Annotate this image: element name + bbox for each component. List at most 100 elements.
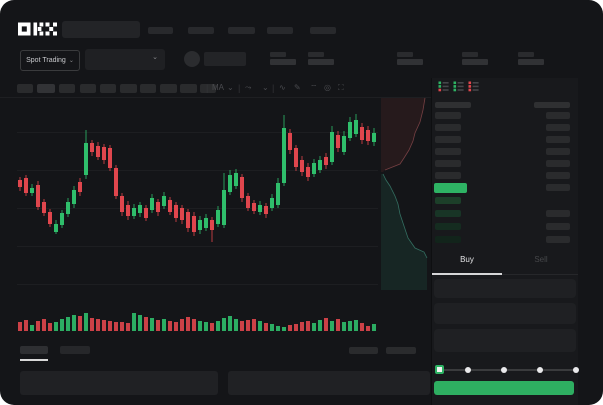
overlay-icon[interactable]: ⤳ <box>245 83 252 92</box>
timeframe-pill-8[interactable] <box>160 84 177 93</box>
stat-value-4 <box>462 59 488 65</box>
tab-underline <box>432 273 502 275</box>
ask-row-amount <box>546 148 570 155</box>
last-price-amount <box>546 184 570 191</box>
timeframe-pill-3[interactable] <box>59 84 75 93</box>
timeframe-pill-1[interactable] <box>17 84 33 93</box>
bid-row-price[interactable] <box>435 210 461 217</box>
bid-row-price[interactable] <box>435 236 461 243</box>
timeframe-pill-2[interactable] <box>37 84 55 93</box>
nav-item-1[interactable] <box>148 27 173 34</box>
market-mode-button[interactable]: Spot Trading ⌄ <box>20 50 80 71</box>
chart-toolbar: | MA ⌄ | ⤳ ⌄ | ∿ ✎ ⌔ ◎ ⛶ <box>0 78 432 98</box>
candlestick-chart[interactable] <box>17 98 379 292</box>
okx-logo[interactable] <box>18 22 58 36</box>
bid-row-price[interactable] <box>435 197 461 204</box>
pair-select[interactable]: ⌄ <box>85 49 165 70</box>
order-panel: Buy Sell <box>432 78 579 405</box>
gridline <box>17 208 378 209</box>
chevron-down-icon: ⌄ <box>68 57 74 64</box>
tab-buy[interactable]: Buy <box>432 246 502 273</box>
stat-value-2 <box>308 59 334 65</box>
gridline <box>17 170 378 171</box>
total-input[interactable] <box>434 329 576 352</box>
nav-item-3[interactable] <box>228 27 255 34</box>
book-view-bids-icon[interactable] <box>453 81 464 92</box>
divider: | <box>238 83 241 93</box>
slider-dot-1[interactable] <box>465 367 471 373</box>
chart-panel <box>0 97 432 405</box>
chevron-down-icon: ⌄ <box>152 54 158 61</box>
chevron-down-icon[interactable]: ⌄ <box>262 83 269 92</box>
line-type-icon[interactable]: ∿ <box>279 83 286 92</box>
history-tab-underline <box>20 359 48 361</box>
amount-input[interactable] <box>434 303 576 324</box>
timeframe-pill-7[interactable] <box>140 84 156 93</box>
nav-item-5[interactable] <box>310 27 336 34</box>
slider-dot-3[interactable] <box>537 367 543 373</box>
slider-handle[interactable] <box>435 365 444 374</box>
timeframe-pill-6[interactable] <box>120 84 137 93</box>
search-input[interactable] <box>62 21 140 38</box>
footer-action-1[interactable] <box>349 347 378 354</box>
slider-dot-2[interactable] <box>501 367 507 373</box>
ask-row-amount <box>546 124 570 131</box>
buy-submit-button[interactable] <box>434 381 574 395</box>
depth-chart[interactable] <box>381 97 431 290</box>
price-input[interactable] <box>434 279 576 298</box>
stat-label-2 <box>308 52 324 57</box>
panel-divider <box>431 78 432 405</box>
ask-row-amount <box>546 160 570 167</box>
amount-slider[interactable] <box>432 361 579 379</box>
bid-row-amount <box>546 223 570 230</box>
stat-label-4 <box>462 52 478 57</box>
timeframe-pill-10[interactable] <box>200 84 216 93</box>
tab-buy-label: Buy <box>460 255 474 264</box>
gridline <box>17 246 378 247</box>
ask-row-price[interactable] <box>435 172 461 179</box>
history-tab-2[interactable] <box>60 346 90 354</box>
ask-row-price[interactable] <box>435 160 461 167</box>
tab-sell[interactable]: Sell <box>504 246 578 273</box>
timeframe-pill-4[interactable] <box>80 84 96 93</box>
last-price-pill[interactable] <box>434 183 467 193</box>
history-tab-1[interactable] <box>20 346 48 354</box>
book-header-left <box>435 102 471 108</box>
footer-action-2[interactable] <box>386 347 416 354</box>
coin-avatar <box>184 51 200 67</box>
timeframe-pill-9[interactable] <box>180 84 197 93</box>
slider-dot-4[interactable] <box>573 367 579 373</box>
ask-row-price[interactable] <box>435 136 461 143</box>
stat-value-1 <box>270 59 296 65</box>
fullscreen-icon[interactable]: ⛶ <box>338 83 344 92</box>
divider: | <box>206 83 209 93</box>
history-card-2 <box>228 371 430 395</box>
book-view-all-icon[interactable] <box>438 81 449 92</box>
stat-value-5 <box>518 59 544 65</box>
tab-sell-label: Sell <box>534 255 548 264</box>
pair-name-placeholder <box>204 52 246 66</box>
ask-row-price[interactable] <box>435 112 461 119</box>
divider: | <box>272 83 275 93</box>
timeframe-pill-5[interactable] <box>100 84 116 93</box>
history-card-1 <box>20 371 218 395</box>
nav-item-2[interactable] <box>188 27 214 34</box>
bid-row-price[interactable] <box>435 223 461 230</box>
subheader: Spot Trading ⌄ ⌄ <box>0 46 603 78</box>
gridline <box>17 132 378 133</box>
trade-tabs: Buy Sell <box>432 246 578 275</box>
volume-chart[interactable] <box>17 293 379 335</box>
ma-indicator-icon[interactable]: MA <box>212 83 224 92</box>
ask-row-amount <box>546 136 570 143</box>
settings-icon[interactable]: ◎ <box>324 83 331 92</box>
nav-item-4[interactable] <box>267 27 293 34</box>
draw-tool-icon[interactable]: ✎ <box>294 83 301 92</box>
camera-icon[interactable]: ⌔ <box>310 83 318 92</box>
chevron-down-icon[interactable]: ⌄ <box>227 83 234 92</box>
ask-row-price[interactable] <box>435 148 461 155</box>
stat-value-3 <box>397 59 423 65</box>
book-view-asks-icon[interactable] <box>468 81 479 92</box>
ask-row-price[interactable] <box>435 124 461 131</box>
